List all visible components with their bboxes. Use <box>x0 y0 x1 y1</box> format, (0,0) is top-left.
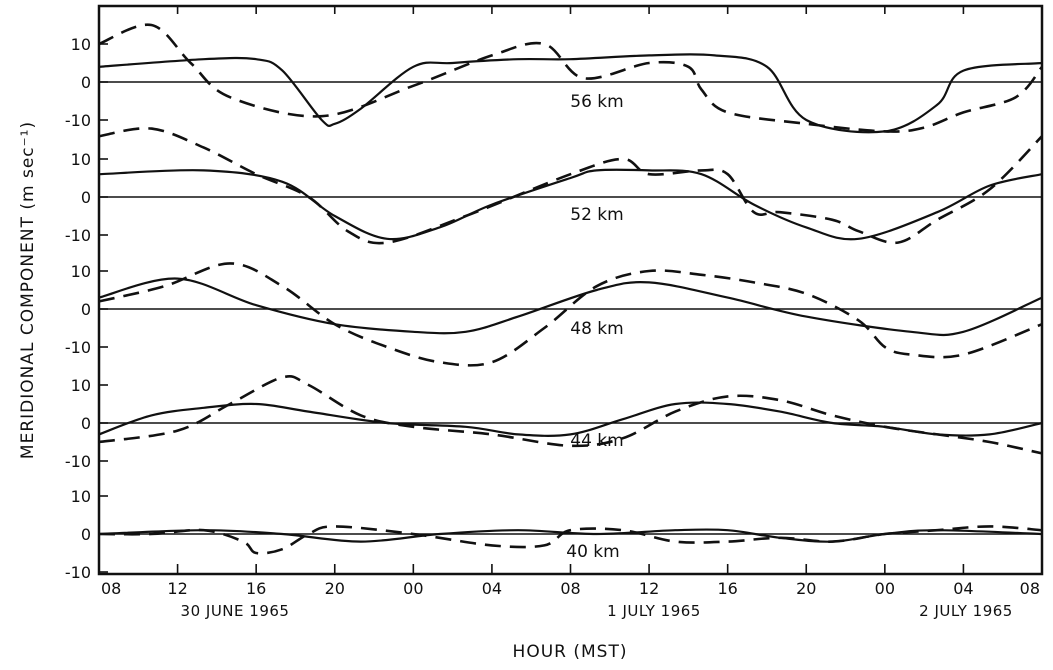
date-label: 1 JULY 1965 <box>607 602 701 620</box>
x-tick-label: 20 <box>796 579 816 598</box>
dashed-series-line <box>98 375 1043 455</box>
x-tick-label: 16 <box>246 579 266 598</box>
y-tick-label: 10 <box>71 35 91 54</box>
y-tick-label: 10 <box>71 376 91 395</box>
y-tick-label: -10 <box>65 452 91 471</box>
altitude-label: 44 km <box>570 431 623 451</box>
y-tick-label: 0 <box>81 525 91 544</box>
y-tick-label: 10 <box>71 150 91 169</box>
y-tick-label: 0 <box>81 414 91 433</box>
x-tick-label: 20 <box>325 579 345 598</box>
y-tick-label: 0 <box>81 300 91 319</box>
dashed-series-line <box>98 23 1044 133</box>
solid-series-line <box>98 277 1043 337</box>
x-ticks: 08 12 16 20 00 04 08 12 16 20 00 04 08 <box>98 6 1043 598</box>
x-tick-label: 16 <box>717 579 737 598</box>
panel-labels: 56 km 52 km 48 km 44 km 40 km <box>566 92 623 562</box>
x-tick-label: 00 <box>875 579 895 598</box>
y-tick-label: 10 <box>71 262 91 281</box>
x-tick-label: 04 <box>482 579 502 598</box>
dashed-series-line <box>98 127 1043 245</box>
x-tick-label: 08 <box>560 579 580 598</box>
date-labels: 30 JUNE 1965 1 JULY 1965 2 JULY 1965 <box>181 602 1013 620</box>
y-axis-title: MERIDIONAL COMPONENT (m sec⁻¹) <box>18 121 38 459</box>
x-tick-label: 00 <box>403 579 423 598</box>
y-tick-label: -10 <box>65 338 91 357</box>
altitude-label: 48 km <box>570 319 623 339</box>
x-tick-label: 04 <box>953 579 973 598</box>
altitude-label: 56 km <box>570 92 623 112</box>
x-tick-label: 08 <box>1020 579 1040 598</box>
dashed-series-line <box>98 525 1043 555</box>
date-label: 30 JUNE 1965 <box>181 602 290 620</box>
y-tick-label: 0 <box>81 188 91 207</box>
y-tick-label: -10 <box>65 563 91 582</box>
zero-reference-lines <box>99 81 1042 535</box>
y-tick-label: -10 <box>65 111 91 130</box>
altitude-label: 40 km <box>566 542 619 562</box>
x-tick-label: 12 <box>167 579 187 598</box>
y-ticks: 10 0 -10 10 0 -10 10 0 -10 10 0 -10 10 0 -10 <box>65 35 108 582</box>
date-label: 2 JULY 1965 <box>919 602 1013 620</box>
x-axis-title: HOUR (MST) <box>513 642 628 662</box>
y-tick-label: -10 <box>65 226 91 245</box>
solid-series-line <box>98 168 1043 241</box>
x-tick-label: 12 <box>639 579 659 598</box>
y-tick-label: 10 <box>71 487 91 506</box>
x-tick-label: 08 <box>101 579 121 598</box>
dashed-series-line <box>98 262 1043 367</box>
y-tick-label: 0 <box>81 73 91 92</box>
data-series <box>98 23 1044 555</box>
altitude-label: 52 km <box>570 205 623 225</box>
